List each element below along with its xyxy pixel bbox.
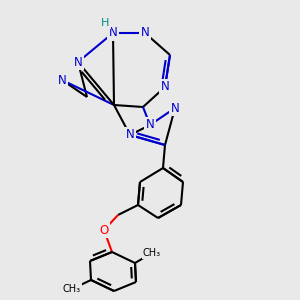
- Text: CH₃: CH₃: [63, 284, 81, 294]
- Text: CH₃: CH₃: [143, 248, 161, 258]
- Text: N: N: [160, 80, 169, 94]
- Text: N: N: [171, 101, 179, 115]
- Text: O: O: [99, 224, 109, 236]
- Text: N: N: [146, 118, 154, 131]
- Text: H: H: [101, 18, 109, 28]
- Text: N: N: [58, 74, 66, 86]
- Text: N: N: [74, 56, 82, 68]
- Text: N: N: [126, 128, 134, 142]
- Text: N: N: [109, 26, 117, 40]
- Text: N: N: [141, 26, 149, 40]
